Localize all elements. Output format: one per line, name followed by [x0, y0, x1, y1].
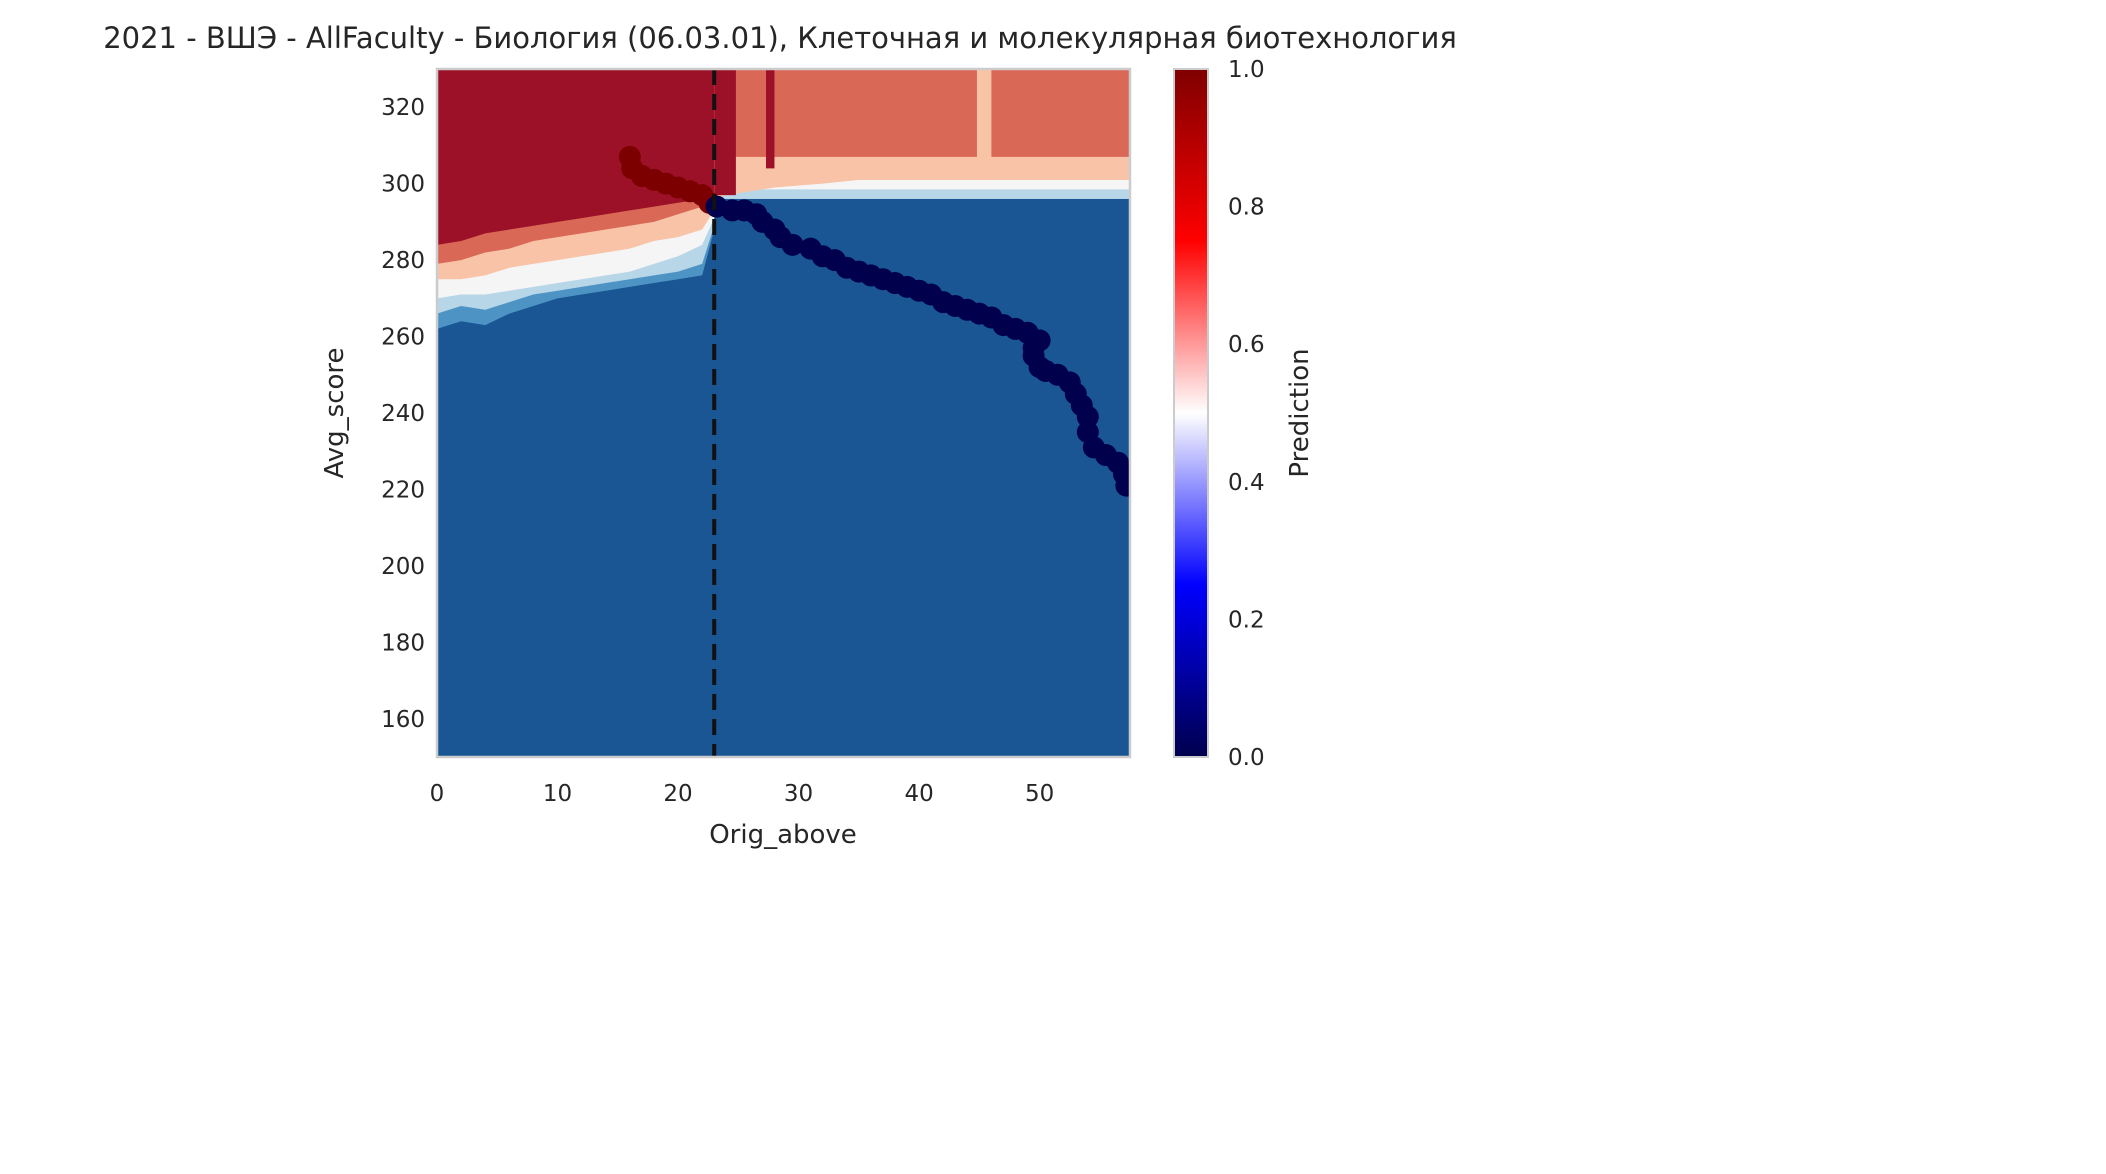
colorbar-tick-label: 0.6 — [1228, 332, 1265, 358]
upper-right-region — [714, 69, 1130, 199]
colorbar-tick-label: 0.2 — [1228, 607, 1265, 633]
x-tick-label: 50 — [1025, 781, 1054, 807]
y-tick-label: 320 — [381, 95, 425, 121]
colorbar-ticks: 0.0 0.2 0.4 0.6 0.8 1.0 — [1228, 57, 1265, 771]
x-tick-label: 0 — [430, 781, 445, 807]
y-tick-label: 280 — [381, 248, 425, 274]
right-band-thin-strip — [766, 69, 775, 169]
right-band-dark-strip — [714, 69, 736, 196]
data-point — [1115, 474, 1130, 497]
plot-frame — [435, 67, 1132, 759]
x-axis-ticks: 0 10 20 30 40 50 — [430, 781, 1055, 807]
x-tick-label: 30 — [784, 781, 813, 807]
chart-title: 2021 - ВШЭ - AllFaculty - Биология (06.0… — [103, 21, 1457, 55]
colorbar-label: Prediction — [1285, 348, 1315, 477]
colorbar-gradient — [1173, 68, 1209, 758]
colorbar: 0.0 0.2 0.4 0.6 0.8 1.0 Prediction — [1173, 57, 1315, 771]
y-tick-label: 260 — [381, 325, 425, 351]
y-tick-label: 300 — [381, 172, 425, 198]
x-axis-label: Orig_above — [709, 820, 857, 850]
plot-area — [437, 69, 1130, 757]
colorbar-tick-label: 1.0 — [1228, 57, 1265, 83]
y-tick-label: 220 — [381, 477, 425, 503]
colorbar-tick-label: 0.4 — [1228, 470, 1265, 496]
y-tick-label: 200 — [381, 554, 425, 580]
x-tick-label: 20 — [663, 781, 692, 807]
heatmap-chart: 2021 - ВШЭ - AllFaculty - Биология (06.0… — [103, 21, 1457, 850]
colorbar-tick-label: 0.8 — [1228, 195, 1265, 221]
level-band-1-0 — [437, 69, 715, 245]
data-point — [1076, 405, 1099, 428]
x-tick-label: 40 — [904, 781, 933, 807]
colorbar-tick-label: 0.0 — [1228, 745, 1265, 771]
y-axis-label: Avg_score — [320, 347, 350, 478]
y-axis-ticks: 160 180 200 220 240 260 280 300 320 — [381, 95, 425, 733]
y-tick-label: 240 — [381, 401, 425, 427]
series-negative-points — [705, 195, 1130, 497]
y-tick-label: 180 — [381, 630, 425, 656]
right-band-medium-red — [714, 69, 1130, 157]
x-tick-label: 10 — [543, 781, 572, 807]
right-band-light-strip — [976, 69, 992, 180]
y-tick-label: 160 — [381, 707, 425, 733]
data-point — [781, 233, 804, 256]
